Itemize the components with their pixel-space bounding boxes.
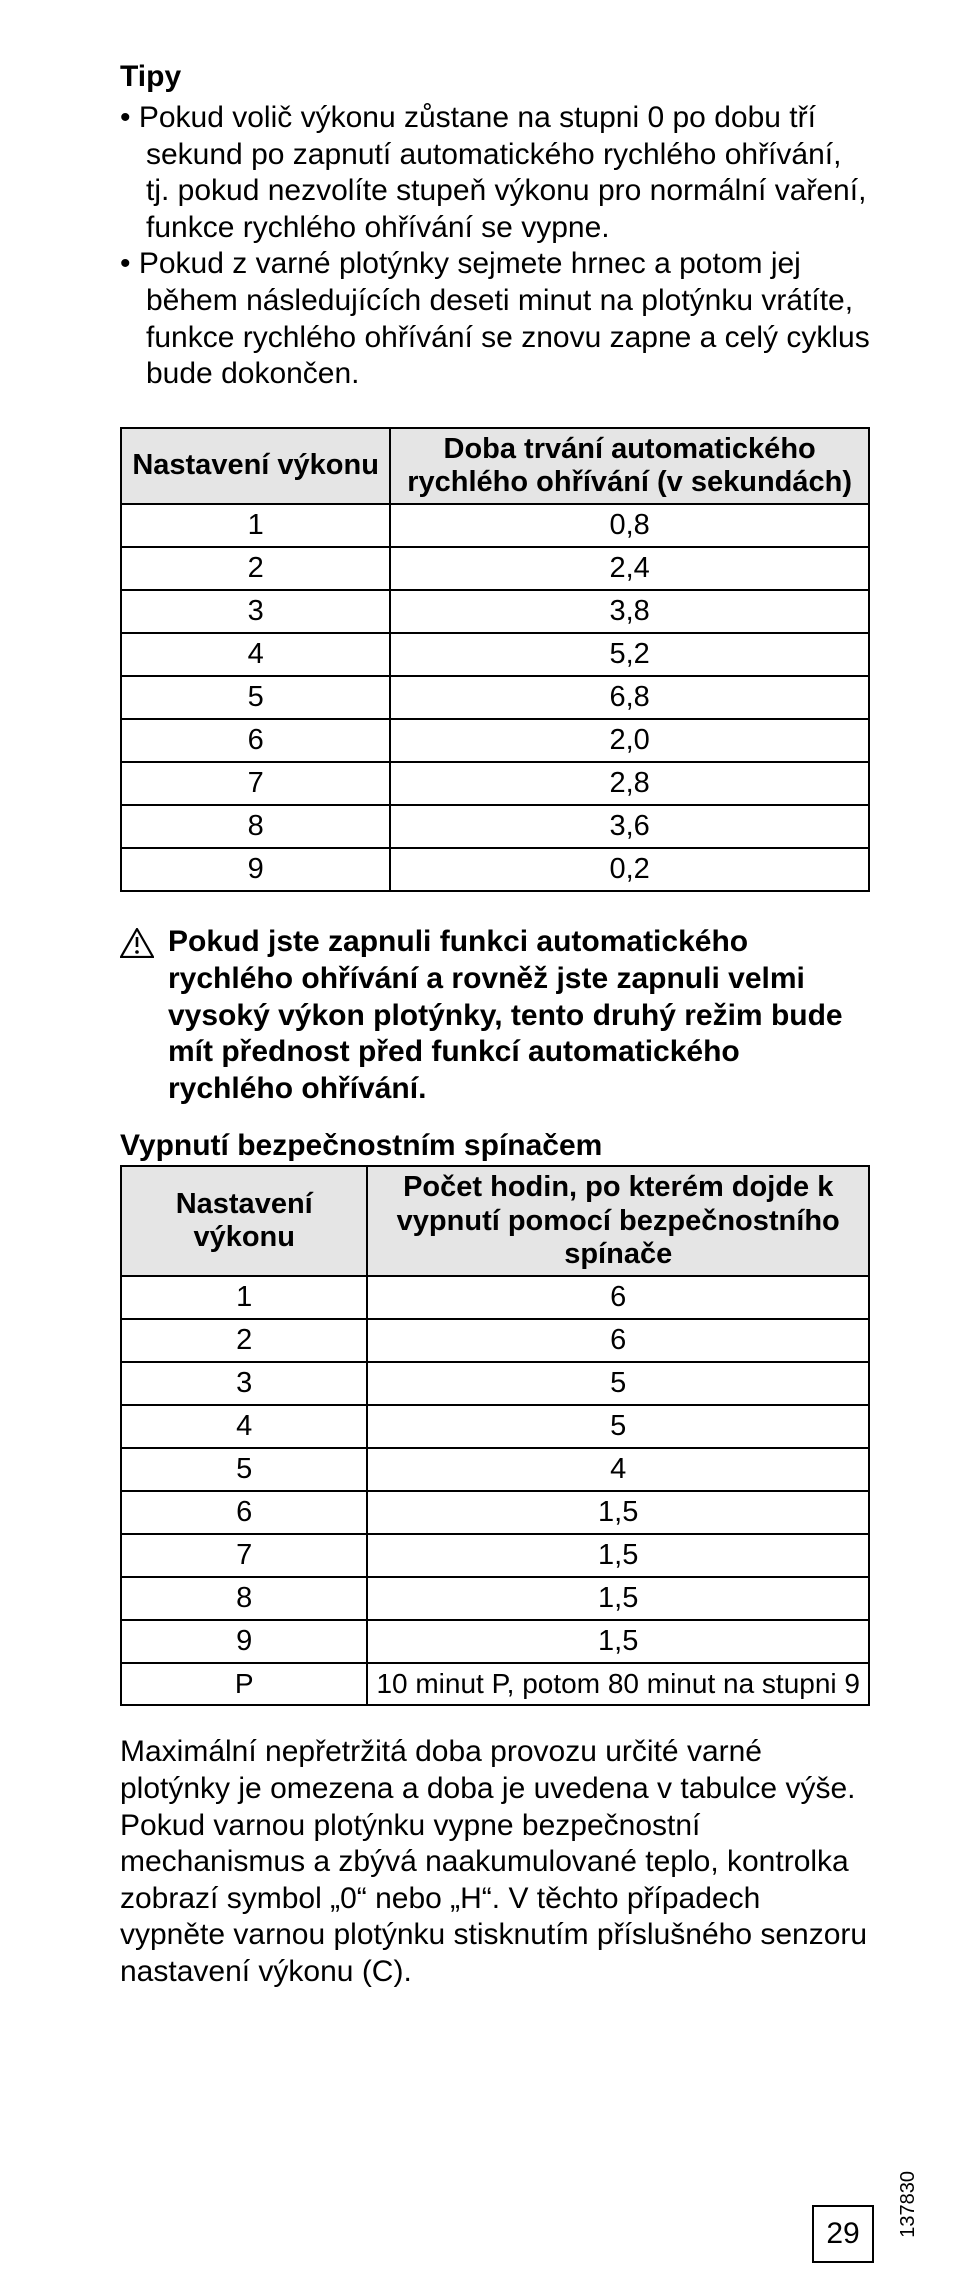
tips-list: Pokud volič výkonu zůstane na stupni 0 p… [120, 100, 870, 393]
tips-item: Pokud z varné plotýnky sejmete hrnec a p… [120, 246, 870, 392]
cell: 9 [121, 848, 390, 891]
table-row: 10,8 [121, 504, 869, 547]
document-id: 137830 [897, 2171, 920, 2238]
cell: 0,8 [390, 504, 869, 547]
table2-body: 16 26 35 45 54 61,5 71,5 81,5 91,5 P10 m… [121, 1276, 869, 1705]
cell: 6 [367, 1319, 869, 1362]
table-row: 35 [121, 1362, 869, 1405]
cell: 5 [121, 676, 390, 719]
table-row: 56,8 [121, 676, 869, 719]
cell: 6 [121, 1491, 367, 1534]
cell: 1 [121, 1276, 367, 1319]
cell: P [121, 1663, 367, 1705]
table-row: 83,6 [121, 805, 869, 848]
table-row: 16 [121, 1276, 869, 1319]
cell: 5 [367, 1405, 869, 1448]
table-row: 54 [121, 1448, 869, 1491]
table-row: 61,5 [121, 1491, 869, 1534]
cell: 6 [367, 1276, 869, 1319]
cell: 2,8 [390, 762, 869, 805]
cell: 8 [121, 1577, 367, 1620]
table-row: 91,5 [121, 1620, 869, 1663]
cell: 6,8 [390, 676, 869, 719]
cell: 4 [121, 1405, 367, 1448]
heating-duration-table: Nastavení výkonu Doba trvání automatické… [120, 427, 870, 893]
cell: 2 [121, 547, 390, 590]
document-page: Tipy Pokud volič výkonu zůstane na stupn… [0, 0, 960, 2291]
table2-header-right: Počet hodin, po kterém dojde k vypnutí p… [367, 1166, 869, 1276]
table1-body: 10,8 22,4 33,8 45,2 56,8 62,0 72,8 83,6 … [121, 504, 869, 891]
cell: 5 [367, 1362, 869, 1405]
table-row: 72,8 [121, 762, 869, 805]
cell: 2,4 [390, 547, 869, 590]
tips-heading: Tipy [120, 60, 870, 94]
table-row: 81,5 [121, 1577, 869, 1620]
cell: 3 [121, 1362, 367, 1405]
table-row: 33,8 [121, 590, 869, 633]
cell: 5,2 [390, 633, 869, 676]
cell: 2 [121, 1319, 367, 1362]
table-row: 62,0 [121, 719, 869, 762]
cell: 6 [121, 719, 390, 762]
cell: 7 [121, 762, 390, 805]
cell: 9 [121, 1620, 367, 1663]
warning-box: Pokud jste zapnuli funkci automatického … [120, 920, 870, 1125]
cell: 10 minut P, potom 80 minut na stupni 9 [367, 1663, 869, 1705]
table-row: 71,5 [121, 1534, 869, 1577]
cell: 4 [121, 633, 390, 676]
cell: 0,2 [390, 848, 869, 891]
cell: 3 [121, 590, 390, 633]
tips-item: Pokud volič výkonu zůstane na stupni 0 p… [120, 100, 870, 246]
cell: 2,0 [390, 719, 869, 762]
cell: 1,5 [367, 1620, 869, 1663]
table-row: P10 minut P, potom 80 minut na stupni 9 [121, 1663, 869, 1705]
table-row: 45,2 [121, 633, 869, 676]
footer-paragraph: Maximální nepřetržitá doba provozu určit… [120, 1734, 870, 1990]
cell: 7 [121, 1534, 367, 1577]
cell: 3,6 [390, 805, 869, 848]
warning-icon [120, 928, 154, 963]
table-row: 26 [121, 1319, 869, 1362]
table-row: 90,2 [121, 848, 869, 891]
cell: 1,5 [367, 1577, 869, 1620]
cell: 3,8 [390, 590, 869, 633]
cell: 5 [121, 1448, 367, 1491]
cell: 1,5 [367, 1491, 869, 1534]
cell: 1,5 [367, 1534, 869, 1577]
table2-header-left: Nastavení výkonu [121, 1166, 367, 1276]
cell: 4 [367, 1448, 869, 1491]
safety-switch-heading: Vypnutí bezpečnostním spínačem [120, 1129, 870, 1163]
table1-header-right: Doba trvání automatického rychlého ohřív… [390, 428, 869, 505]
table-row: 45 [121, 1405, 869, 1448]
table-row: 22,4 [121, 547, 869, 590]
safety-switch-table: Nastavení výkonu Počet hodin, po kterém … [120, 1165, 870, 1706]
cell: 8 [121, 805, 390, 848]
table1-header-left: Nastavení výkonu [121, 428, 390, 505]
cell: 1 [121, 504, 390, 547]
warning-text: Pokud jste zapnuli funkci automatického … [168, 924, 870, 1107]
page-number: 29 [812, 2205, 874, 2263]
